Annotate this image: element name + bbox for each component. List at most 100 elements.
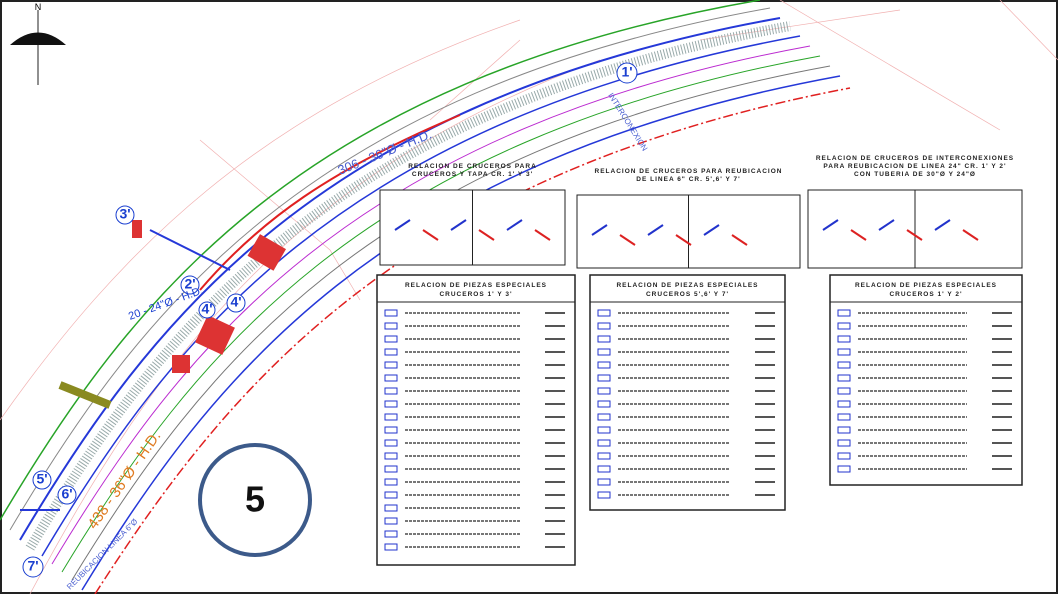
detail-sketch — [506, 219, 523, 231]
marker: 5' — [36, 471, 47, 487]
detail-title: DE LINEA 6" CR. 5',6' Y 7' — [636, 176, 740, 183]
table-icon — [384, 504, 398, 512]
marker: 4' — [201, 301, 212, 317]
detail-title: PARA REUBICACION DE LINEA 24" CR. 1' Y 2… — [823, 163, 1006, 170]
table-box — [376, 274, 576, 566]
table-icon — [837, 309, 851, 317]
table-icon — [597, 439, 611, 447]
table-title: RELACION DE PIEZAS ESPECIALES — [855, 282, 997, 289]
table-icon — [837, 361, 851, 369]
table-icon — [837, 452, 851, 460]
table-icon — [384, 322, 398, 330]
detail-title: CON TUBERIA DE 30"Ø Y 24"Ø — [854, 171, 976, 178]
table-icon — [597, 413, 611, 421]
detail-sketch — [934, 219, 951, 231]
marker: 7' — [27, 558, 38, 574]
detail-sketch — [822, 219, 839, 231]
road — [0, 0, 851, 594]
table-icon — [837, 413, 851, 421]
detail-sketch — [619, 234, 636, 246]
table-icon — [384, 413, 398, 421]
table-icon — [384, 309, 398, 317]
detail-sketch — [878, 219, 895, 231]
table-icon — [597, 309, 611, 317]
marker-circle — [32, 470, 52, 490]
detail-sketch — [675, 234, 692, 246]
table-icon — [597, 400, 611, 408]
table-icon — [837, 374, 851, 382]
table-icon — [837, 348, 851, 356]
detail-sketch — [850, 229, 867, 241]
detail-sketch — [478, 229, 495, 241]
detail-title: CRUCEROS Y TAPA CR. 1' Y 3' — [412, 171, 533, 178]
detail-sketch — [394, 219, 411, 231]
marker: 3' — [119, 206, 130, 222]
callout-circle — [198, 443, 312, 557]
table-icon — [597, 361, 611, 369]
north-arrow: N — [10, 2, 66, 85]
detail-sketch — [906, 229, 923, 241]
table-icon — [384, 335, 398, 343]
table-icon — [597, 452, 611, 460]
table-icon — [384, 439, 398, 447]
table-icon — [597, 335, 611, 343]
detail-sketch — [450, 219, 467, 231]
detail-sketch — [731, 234, 748, 246]
table-icon — [597, 491, 611, 499]
detail-title: RELACION DE CRUCEROS PARA REUBICACION — [595, 168, 783, 175]
table-icon — [384, 348, 398, 356]
marker-circle — [198, 301, 216, 319]
detail-sketch — [591, 224, 608, 236]
detail-sketch — [422, 229, 439, 241]
table-icon — [597, 348, 611, 356]
table-icon — [384, 426, 398, 434]
detail-title: RELACION DE CRUCEROS PARA — [408, 163, 537, 170]
table-icon — [837, 426, 851, 434]
marker-circle — [22, 556, 44, 578]
north-label: N — [35, 2, 42, 12]
table-icon — [384, 543, 398, 551]
table-icon — [384, 530, 398, 538]
marker-circle — [57, 485, 77, 505]
table-icon — [837, 465, 851, 473]
table-icon — [384, 465, 398, 473]
marker-circle — [115, 205, 135, 225]
table-icon — [597, 374, 611, 382]
table-icon — [384, 517, 398, 525]
table-icon — [384, 361, 398, 369]
detail-sketch — [962, 229, 979, 241]
table-box — [589, 274, 786, 511]
table-icon — [597, 387, 611, 395]
marker: 4' — [230, 294, 241, 310]
table-icon — [384, 400, 398, 408]
detail-sketch — [647, 224, 664, 236]
callout-number: 5 — [245, 479, 265, 520]
table-subtitle: CRUCEROS 1' Y 3' — [439, 291, 512, 298]
table-icon — [837, 387, 851, 395]
table-icon — [384, 387, 398, 395]
hatch-blocks — [132, 220, 286, 373]
table-icon — [597, 426, 611, 434]
table-icon — [837, 439, 851, 447]
marker: 1' — [621, 64, 632, 80]
marker: 2' — [184, 276, 195, 292]
table-icon — [597, 322, 611, 330]
detail-sketch — [703, 224, 720, 236]
marker-circle — [226, 293, 246, 313]
table-icon — [384, 374, 398, 382]
marker: 6' — [61, 486, 72, 502]
table-icon — [384, 452, 398, 460]
table-subtitle: CRUCEROS 1' Y 2' — [889, 291, 962, 298]
table-icon — [837, 400, 851, 408]
table-icon — [837, 335, 851, 343]
markers: 1' 2' 3' 4' 4' 5' 6' 7' — [22, 62, 638, 578]
marker-circle — [616, 62, 638, 84]
table-title: RELACION DE PIEZAS ESPECIALES — [405, 282, 547, 289]
table-icon — [384, 491, 398, 499]
marker-circle — [180, 275, 200, 295]
table-title: RELACION DE PIEZAS ESPECIALES — [616, 282, 758, 289]
table-icon — [384, 478, 398, 486]
